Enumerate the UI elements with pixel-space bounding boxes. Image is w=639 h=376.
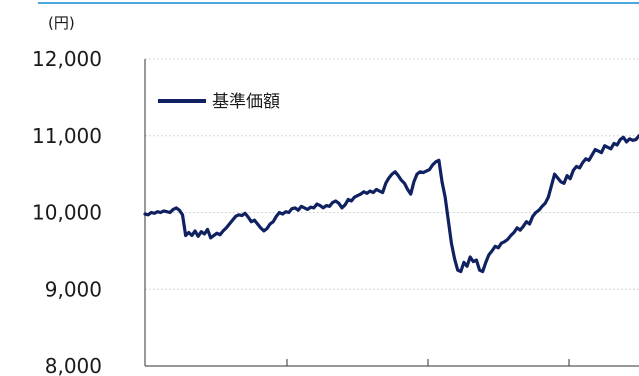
series-layer [143,134,639,274]
y-axis-unit-label: (円) [48,14,75,32]
series-line-0 [143,134,639,274]
legend: 基準価額 [158,92,280,112]
y-tick-label-2: 10,000 [32,201,102,225]
legend-label-series: 基準価額 [212,92,280,112]
y-tick-label-0: 12,000 [32,47,102,71]
y-tick-label-4: 8,000 [45,354,102,376]
y-tick-labels: 12,000 11,000 10,000 9,000 8,000 [32,47,102,376]
y-tick-label-3: 9,000 [45,277,102,301]
y-tick-label-1: 11,000 [32,124,102,148]
